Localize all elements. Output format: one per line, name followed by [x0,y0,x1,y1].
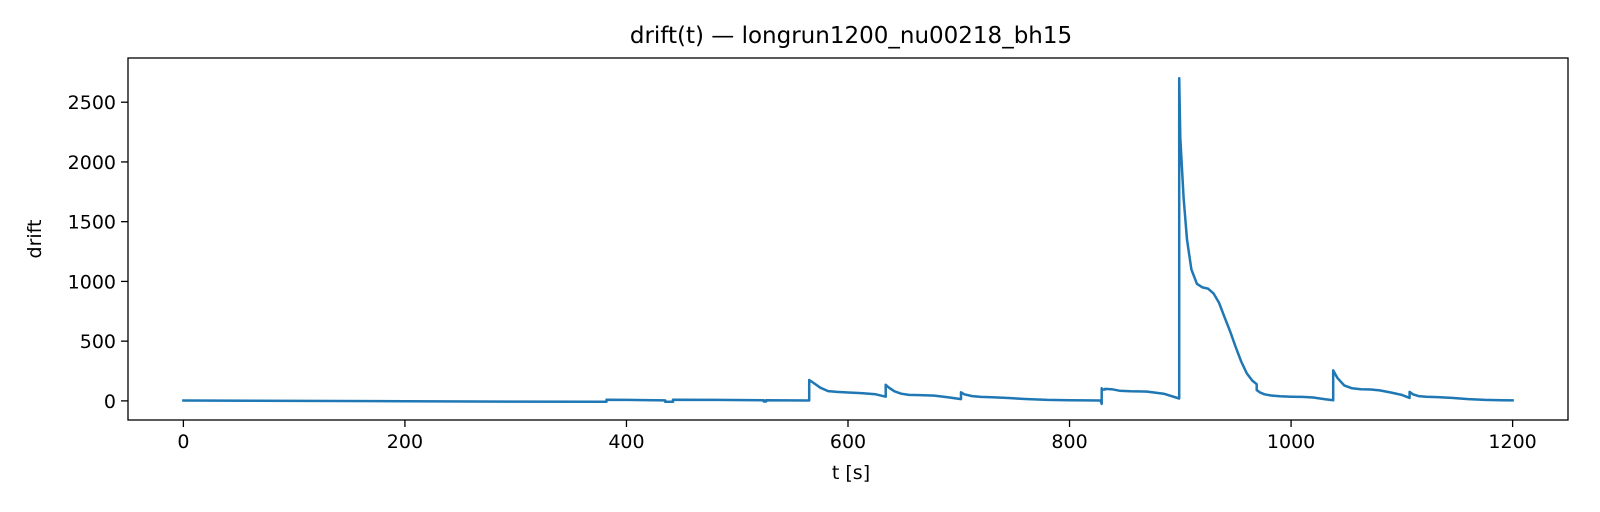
y-tick-label: 1000 [68,271,116,293]
y-tick-label: 2000 [68,152,116,174]
x-tick-label: 200 [387,431,423,453]
x-axis-label: t [s] [832,462,870,484]
plot-area-frame [127,57,1569,421]
series-group [182,77,1514,406]
x-axis: 0 200 400 600 800 1000 1200 [177,420,1537,453]
x-tick-label: 0 [177,431,189,453]
x-tick-label: 600 [830,431,866,453]
y-tick-label: 2500 [68,92,116,114]
x-tick-label: 1000 [1267,431,1315,453]
y-tick-label: 0 [104,391,116,413]
chart-title: drift(t) — longrun1200_nu00218_bh15 [630,23,1072,49]
series-line-0 [182,77,1514,406]
y-axis: 0 500 1000 1500 2000 2500 [68,92,128,413]
y-axis-label: drift [24,220,46,259]
x-tick-label: 400 [608,431,644,453]
y-tick-label: 1500 [68,212,116,234]
y-tick-label: 500 [80,331,116,353]
x-tick-label: 1200 [1488,431,1536,453]
x-tick-label: 800 [1051,431,1087,453]
